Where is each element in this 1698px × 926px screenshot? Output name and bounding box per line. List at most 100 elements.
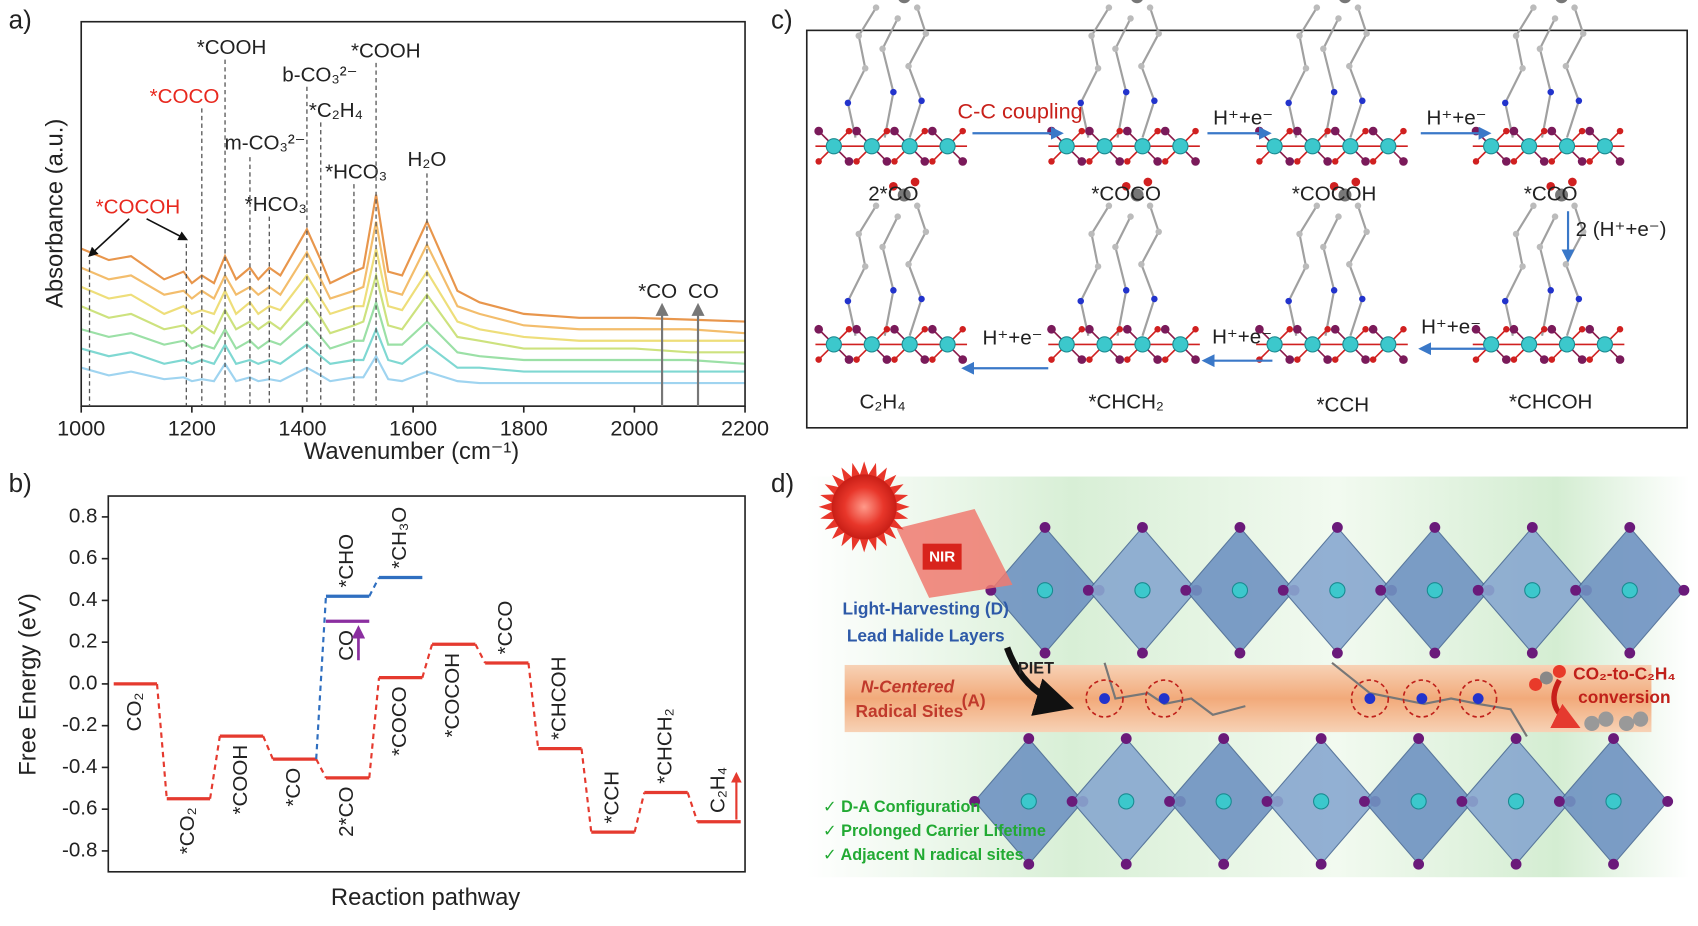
organic-chain — [1331, 661, 1528, 737]
level-label: *CH₃O — [388, 507, 411, 569]
halide-atom — [1608, 858, 1619, 870]
halide-atom — [1456, 795, 1468, 807]
product-arrow — [1550, 678, 1581, 729]
piet-arrow — [1004, 646, 1075, 716]
plot-frame — [107, 495, 746, 873]
step-label: C-C coupling — [958, 98, 1083, 123]
intermediate-label: C₂H₄ — [860, 390, 906, 413]
level-label: *COCOH — [441, 653, 464, 738]
level-label: CO₂ — [123, 693, 146, 732]
intermediate-label: *CHCH₂ — [1089, 390, 1164, 413]
level-label: *CHO — [335, 534, 358, 588]
halide-atom — [1120, 733, 1132, 745]
x-tick-label: 1400 — [278, 416, 326, 441]
y-tick-label: 0.6 — [69, 546, 98, 569]
intermediate-label: *CHCOH — [1509, 390, 1592, 413]
halide-atom — [1375, 584, 1387, 596]
panel-frame — [805, 29, 1688, 429]
annotation-label: *HCO₃ — [245, 193, 307, 216]
spectrum — [80, 326, 746, 373]
halide-atom — [1234, 647, 1246, 659]
c2h4-atom — [1633, 711, 1649, 727]
halide-atom — [1526, 522, 1538, 533]
y-tick-label: 0.8 — [69, 504, 98, 527]
connector — [315, 758, 327, 779]
n-atom — [1158, 693, 1170, 704]
connector — [262, 735, 274, 760]
donor-label: Lead Halide Layers — [847, 625, 1005, 645]
feature: ✓ Adjacent N radical sites — [823, 846, 1024, 864]
panel-label: d) — [771, 468, 794, 498]
y-tick-label: 0.4 — [69, 588, 98, 611]
acceptor-label: N-Centered — [861, 676, 955, 696]
annotation-label: *C₂H₄ — [309, 99, 363, 122]
halide-atom — [1180, 584, 1192, 596]
halide-atom — [1526, 647, 1538, 659]
halide-atom — [1553, 795, 1565, 807]
pb-atom — [1605, 793, 1622, 810]
connector — [686, 792, 699, 823]
pb-atom — [1507, 793, 1525, 810]
pb-atom — [1231, 582, 1249, 599]
halide-atom — [1039, 647, 1051, 659]
pb-atom — [1329, 582, 1346, 599]
level-label: *CCO — [494, 601, 517, 655]
annotation-pointer — [88, 218, 130, 257]
radical-site — [1458, 679, 1498, 718]
pb-atom — [1621, 582, 1638, 599]
level-label: C₂H₄ — [706, 767, 729, 813]
molecule — [813, 0, 969, 167]
n-atom — [1472, 693, 1484, 704]
level-label: CO — [335, 630, 358, 661]
panel-a: 1000 1200 1400 1600 1800 2000 2200 Wavenumber (… — [42, 20, 769, 465]
annotation-label: CO — [688, 280, 719, 303]
intermediate-label: *CCH — [1317, 394, 1370, 417]
annotation-label: *COCO — [150, 85, 220, 108]
halide-atom — [1137, 647, 1148, 659]
y-tick-label: -0.2 — [62, 713, 97, 736]
molecule — [1470, 176, 1626, 365]
halide-atom — [969, 795, 981, 807]
halide-atom — [1023, 858, 1035, 870]
feature: ✓ D-A Configuration — [823, 798, 980, 816]
annotation-label: *COOH — [197, 36, 267, 59]
halide-atom — [1678, 584, 1690, 596]
level-label: *CCH — [600, 771, 623, 824]
halide-atom — [1164, 795, 1175, 807]
connector — [421, 643, 434, 678]
halide-atom — [1039, 522, 1051, 533]
halide-atom — [1359, 795, 1370, 807]
pb-atom — [1426, 582, 1443, 599]
annotation-label: m-CO₃²⁻ — [225, 132, 306, 155]
x-tick-label: 1200 — [168, 416, 216, 441]
connector — [368, 677, 381, 778]
level-label: *CHCOH — [547, 657, 570, 740]
nir-box — [922, 543, 962, 570]
halide-atom — [1624, 522, 1636, 533]
level-label: *CO — [282, 768, 305, 807]
step-label: H⁺+e⁻ — [983, 326, 1043, 349]
halide-atom — [1413, 733, 1425, 745]
acceptor-label: (A) — [962, 690, 986, 710]
level-label: *COOH — [229, 745, 252, 815]
connector — [209, 735, 221, 799]
annotation-label: *HCO₃ — [325, 161, 387, 184]
connector — [474, 643, 487, 664]
polyhedra — [969, 522, 1690, 870]
step-label: H⁺+e⁻ — [1427, 107, 1487, 130]
intermediate-label: 2*CO — [868, 182, 918, 205]
halide-atom — [1331, 647, 1343, 659]
molecules — [813, 0, 1626, 365]
connector — [315, 596, 328, 760]
pb-atom — [1036, 582, 1054, 599]
n-atom — [1099, 693, 1110, 704]
halide-atom — [1624, 647, 1636, 659]
halide-atom — [1218, 858, 1230, 870]
connector — [580, 748, 593, 833]
halide-atom — [1570, 584, 1582, 596]
y-axis-title: Absorbance (a.u.) — [42, 119, 69, 308]
c2h4-atom — [1584, 715, 1600, 732]
level-label: *COCO — [388, 686, 411, 756]
x-tick-label: 1600 — [389, 416, 437, 441]
level-label: *CO₂ — [176, 807, 199, 854]
